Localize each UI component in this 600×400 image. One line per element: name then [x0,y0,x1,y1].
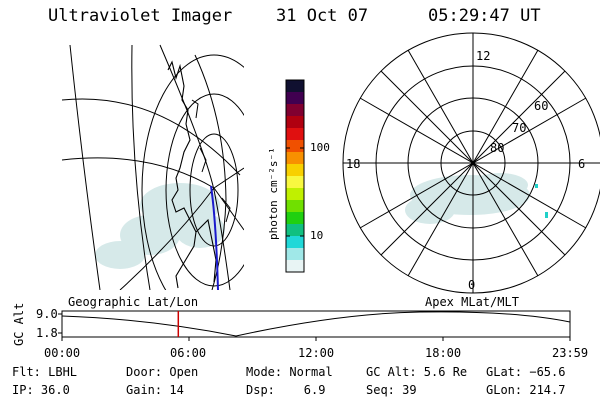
polar-grid [342,32,600,294]
colorbar-segment [286,140,304,153]
colorbar-segment [286,212,304,225]
colorbar-segment [286,188,304,201]
dsp-readout: Dsp: 6.9 [246,383,326,397]
time-tick-2359: 23:59 [552,346,588,360]
coastline-detail [191,99,231,223]
ip-readout: IP: 36.0 [12,383,70,397]
colorbar-tick-100: 100 [310,141,330,154]
mlat-label-60: 60 [534,99,548,113]
colorbar-ticks [286,147,304,237]
polar-map: 12 18 6 0 60 70 80 [342,32,600,294]
colorbar-segment [286,128,304,141]
altitude-curve [61,311,571,337]
timeline-frame [61,310,571,338]
alt-tick-low: 1.8 [36,326,58,340]
colorbar-segment [286,164,304,177]
seq-readout: Seq: 39 [366,383,417,397]
meridian-lines [62,44,244,290]
time-tick-0600: 06:00 [170,346,206,360]
colorbar-segment [286,224,304,237]
colorbar-segment [286,92,304,105]
colorbar-segment [286,80,304,93]
alt-tick-high: 9.0 [36,307,58,321]
colorbar-segment [286,176,304,189]
aurora-haze-right [405,173,530,224]
latitude-circles [141,54,244,290]
colorbar-segment [286,260,304,273]
time-tick-1200: 12:00 [298,346,334,360]
mlat-label-80: 80 [490,141,504,155]
mode-readout: Mode: Normal [246,365,333,379]
colorbar-frame [285,79,305,273]
gc-alt-readout: GC Alt: 5.6 Re [366,365,468,379]
time-label: 05:29:47 UT [428,6,541,26]
mlt-label-18: 18 [346,157,360,171]
mlt-label-6: 6 [578,157,585,171]
right-map-caption: Apex MLat/MLT [425,295,519,309]
mlt-label-12: 12 [476,49,490,63]
mlat-label-70: 70 [512,121,526,135]
coastline [167,60,217,289]
colorbar-segment [286,116,304,129]
aurora-spots [535,184,548,218]
orbit-track [210,185,219,290]
left-map-caption: Geographic Lat/Lon [68,295,198,309]
colorbar-segment [286,236,304,249]
time-tick-1800: 18:00 [425,346,461,360]
door-readout: Door: Open [126,365,199,379]
aurora-haze-left [95,183,225,269]
instrument-title: Ultraviolet Imager [48,6,233,26]
time-tick-0000: 00:00 [44,346,80,360]
glat-readout: GLat: −65.6 [486,365,566,379]
colorbar-tick-10: 10 [310,229,323,242]
timeline: 9.0 1.8 GC Alt Geographic Lat/Lon Apex M… [12,295,588,360]
colorbar [286,80,304,273]
colorbar-segment [286,248,304,261]
timeline-ticks [58,313,571,341]
geographic-map [62,44,244,290]
mlt-label-0: 0 [468,278,475,292]
date-label: 31 Oct 07 [276,6,369,26]
alt-axis-label: GC Alt [12,303,26,346]
colorbar-segment [286,200,304,213]
gain-readout: Gain: 14 [126,383,184,397]
filter-readout: Flt: LBHL [12,365,78,379]
colorbar-segment [286,152,304,165]
colorbar-units: photon cm⁻²s⁻¹ [267,147,280,240]
glon-readout: GLon: 214.7 [486,383,566,397]
colorbar-segment [286,104,304,117]
